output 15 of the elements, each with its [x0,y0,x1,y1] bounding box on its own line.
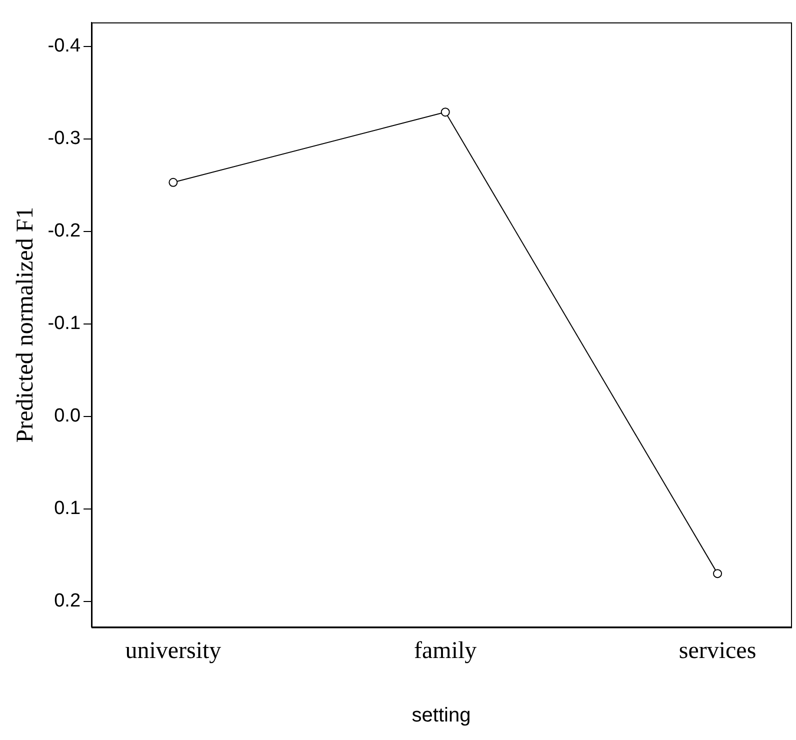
y-tick-label: 0.2 [54,590,81,612]
x-tick-label: family [414,638,477,664]
x-tick-label: university [125,638,222,664]
x-axis-title: setting [412,704,471,727]
y-axis-title: Predicted normalized F1 [12,206,39,443]
x-tick-label: services [678,638,756,664]
y-tick-label: -0.4 [48,36,81,57]
y-tick-label: 0.1 [54,498,81,520]
point [440,108,450,117]
point [168,178,178,187]
point [713,569,722,578]
y-tick-label: -0.3 [48,128,81,150]
y-tick-label: -0.2 [48,220,81,242]
y-tick-label: -0.1 [48,313,81,334]
y-tick-label: 0.0 [54,406,81,427]
